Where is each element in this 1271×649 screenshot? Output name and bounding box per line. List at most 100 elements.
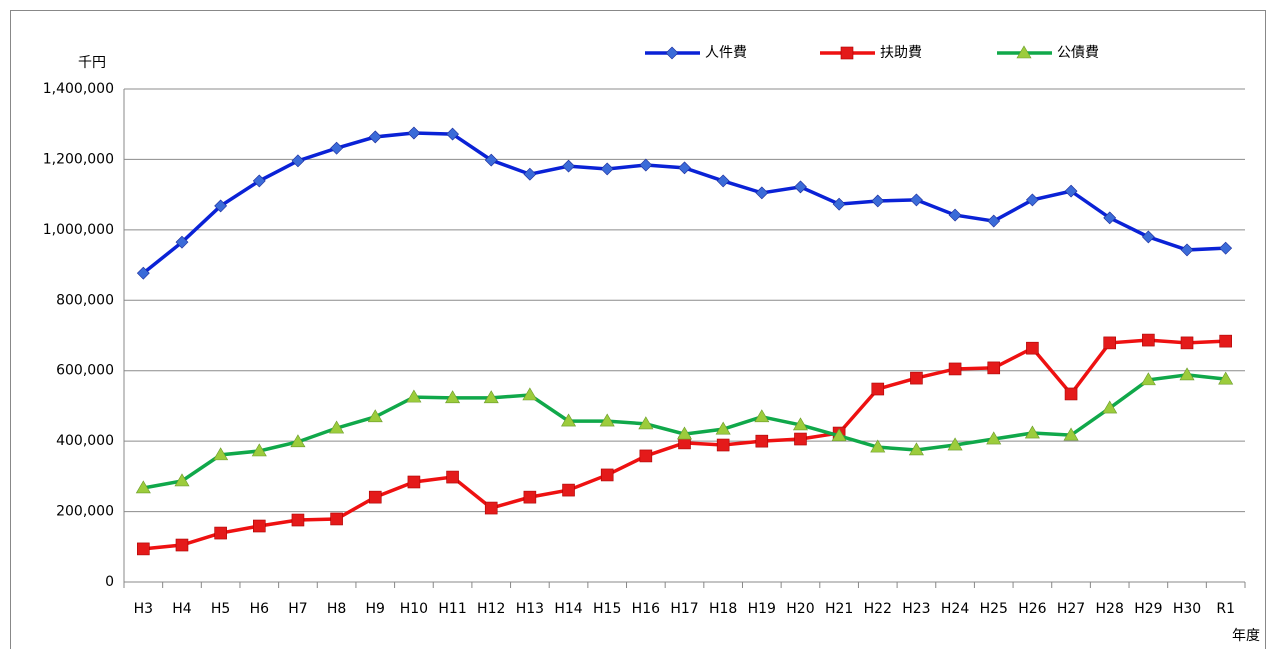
- x-tick-label: H6: [250, 601, 270, 617]
- legend-label: 扶助費: [880, 45, 922, 61]
- data-point: [908, 442, 924, 456]
- data-point: [948, 362, 962, 376]
- data-point: [446, 127, 459, 141]
- data-point: [252, 174, 266, 188]
- legend-label: 人件費: [705, 45, 747, 61]
- data-point: [755, 186, 769, 200]
- data-point: [987, 214, 1001, 228]
- data-point: [561, 413, 577, 427]
- data-point: [484, 501, 498, 515]
- data-point: [368, 490, 382, 504]
- series-line: [142, 131, 1226, 275]
- data-point: [523, 490, 537, 504]
- data-point: [368, 130, 382, 144]
- x-tick-label: H19: [748, 601, 776, 617]
- x-tick-label: H20: [786, 601, 814, 617]
- data-point: [291, 154, 305, 168]
- data-point: [947, 437, 963, 451]
- data-point: [1219, 241, 1233, 255]
- data-point: [523, 167, 537, 181]
- data-point: [599, 413, 615, 427]
- data-point: [755, 434, 769, 448]
- data-point: [871, 194, 885, 208]
- y-tick-label: 800,000: [56, 292, 114, 308]
- legend-marker: [1016, 45, 1032, 59]
- data-point: [214, 526, 227, 540]
- data-point: [174, 473, 190, 487]
- data-point: [1179, 367, 1195, 381]
- data-point: [175, 235, 189, 249]
- data-point: [367, 409, 383, 423]
- data-point: [1064, 184, 1078, 198]
- data-point: [792, 417, 808, 431]
- x-tick-label: H17: [670, 601, 698, 617]
- data-point: [754, 409, 770, 423]
- data-point: [1142, 333, 1155, 347]
- x-tick-label: H14: [554, 601, 582, 617]
- data-point: [1180, 243, 1194, 257]
- x-tick-label: H5: [211, 601, 230, 617]
- x-tick-label: H8: [327, 601, 346, 617]
- data-point: [910, 371, 923, 385]
- data-point: [1140, 372, 1156, 386]
- x-tick-label: R1: [1216, 601, 1235, 617]
- x-tick-label: H21: [825, 601, 853, 617]
- data-point: [1024, 425, 1040, 439]
- y-tick-label: 0: [105, 574, 114, 590]
- data-point: [1102, 400, 1118, 414]
- data-point: [136, 266, 150, 280]
- x-axis-label: 年度: [1232, 628, 1260, 644]
- data-point: [948, 208, 962, 222]
- data-point: [1064, 387, 1078, 401]
- y-tick-label: 200,000: [56, 504, 114, 520]
- data-point: [1026, 341, 1039, 355]
- legend-marker: [665, 46, 679, 60]
- data-point: [794, 432, 807, 446]
- data-point: [910, 193, 923, 207]
- x-tick-label: H11: [438, 601, 466, 617]
- data-point: [1063, 427, 1079, 441]
- y-tick-label: 400,000: [56, 433, 114, 449]
- data-point: [639, 158, 653, 172]
- x-tick-label: H18: [709, 601, 737, 617]
- data-point: [831, 428, 847, 442]
- data-point: [446, 470, 459, 484]
- x-tick-label: H12: [477, 601, 505, 617]
- data-point: [639, 449, 653, 463]
- data-point: [1141, 230, 1155, 244]
- y-tick-label: 600,000: [56, 363, 114, 379]
- data-point: [562, 483, 575, 497]
- data-point: [522, 387, 538, 401]
- data-point: [638, 416, 654, 430]
- data-point: [676, 426, 693, 440]
- data-point: [137, 542, 150, 556]
- y-unit-label: 千円: [78, 55, 106, 71]
- x-tick-label: H9: [366, 601, 385, 617]
- chart-frame: [10, 10, 1266, 649]
- data-point: [1219, 334, 1232, 348]
- data-point: [832, 197, 846, 211]
- x-tick-label: H10: [400, 601, 428, 617]
- data-point: [716, 438, 730, 452]
- data-point: [252, 519, 266, 533]
- y-tick-label: 1,400,000: [43, 81, 114, 97]
- data-point: [329, 420, 345, 434]
- data-point: [214, 199, 228, 213]
- data-point: [794, 180, 807, 194]
- data-point: [445, 390, 461, 404]
- x-tick-label: H16: [632, 601, 660, 617]
- x-tick-label: H28: [1096, 601, 1124, 617]
- legend-marker: [840, 46, 854, 60]
- data-point: [330, 512, 343, 526]
- x-tick-label: H3: [134, 601, 153, 617]
- x-tick-label: H27: [1057, 601, 1085, 617]
- data-point: [483, 390, 499, 404]
- x-tick-label: H24: [941, 601, 969, 617]
- x-tick-label: H13: [516, 601, 544, 617]
- data-point: [870, 439, 886, 453]
- data-point: [407, 475, 421, 489]
- data-point: [406, 389, 422, 403]
- data-point: [562, 159, 575, 173]
- x-tick-label: H30: [1173, 601, 1201, 617]
